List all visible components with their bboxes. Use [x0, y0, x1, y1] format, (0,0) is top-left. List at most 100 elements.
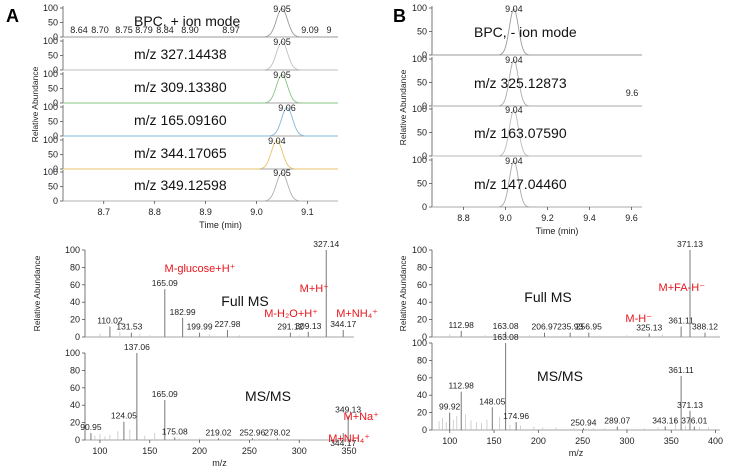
ms-y-tick-label: 0 — [422, 425, 427, 435]
chrom-x-tick-label: 8.7 — [97, 207, 110, 217]
ms-y-tick-label: 100 — [65, 245, 80, 255]
ms-ion-annotation: M+H⁺ — [300, 283, 330, 295]
chrom-trace-label: m/z 165.09160 — [134, 112, 227, 128]
chrom-y-tick-label: 0 — [53, 164, 58, 174]
ms-spectrum-name: Full MS — [221, 293, 268, 309]
ms-y-tick-label: 20 — [417, 408, 427, 418]
ms-ion-annotation: M+NH₄⁺ — [336, 308, 378, 320]
chrom-y-tick-label: 50 — [48, 150, 58, 160]
ms-y-tick-label: 60 — [417, 373, 427, 383]
ms-peak-label: 174.96 — [503, 411, 529, 421]
chrom-y-tick-label: 50 — [48, 84, 58, 94]
chrom-trace — [63, 8, 338, 38]
chrom-y-tick-label: 0 — [53, 131, 58, 141]
chrom-apex-label: 9.05 — [273, 168, 291, 178]
chrom-apex-label: 9.04 — [505, 156, 523, 166]
chrom-apex-label: 9.05 — [273, 4, 291, 14]
ms-peak-label: 137.06 — [124, 342, 150, 352]
chrom-y-tick-label: 100 — [43, 135, 58, 145]
chrom-y-tick-label: 0 — [422, 101, 427, 111]
panel-label-a: A — [6, 6, 19, 26]
ms-peak-label: 165.09 — [152, 389, 178, 399]
ms-y-tick-label: 40 — [417, 297, 427, 307]
chrom-trace-label: m/z 327.14438 — [134, 46, 227, 62]
chrom-y-tick-label: 0 — [422, 151, 427, 161]
ms-peak-label: 163.08 — [493, 332, 519, 342]
ms-x-tick-label: 100 — [442, 436, 457, 446]
chrom-y-tick-label: 100 — [43, 36, 58, 46]
chrom-trace-label: m/z 309.13380 — [134, 79, 227, 95]
chrom-y-tick-label: 50 — [48, 182, 58, 192]
ms-peak-label: 289.07 — [604, 416, 630, 426]
chrom-y-tick-label: 100 — [412, 155, 427, 165]
chrom-x-tick-label: 9.0 — [250, 207, 263, 217]
ms-x-tick-label: 150 — [142, 446, 157, 456]
ms-x-tick-label: 350 — [664, 436, 679, 446]
ms-peak-label: 163.08 — [493, 321, 519, 331]
chrom-y-tick-label: 0 — [53, 196, 58, 206]
ms-y-tick-label: 80 — [417, 262, 427, 272]
ms-ion-annotation: M+Na⁺ — [344, 411, 380, 423]
ms-y-tick-label: 0 — [422, 332, 427, 342]
chrom-minor-label: 8.79 — [135, 25, 153, 35]
chrom-minor-label: 8.90 — [181, 25, 199, 35]
ms-x-tick-label: 150 — [487, 436, 502, 446]
chrom-y-tick-label: 100 — [43, 102, 58, 112]
ms-peak-label: 344.17 — [330, 319, 356, 329]
ms-x-axis-label: m/z — [569, 448, 584, 458]
ms-spectrum-name: Full MS — [524, 289, 571, 305]
ms-y-tick-label: 60 — [70, 280, 80, 290]
ms-peak-label: 148.05 — [479, 396, 505, 406]
ms-x-axis-label: m/z — [212, 458, 227, 468]
ms-ion-annotation: M+FA-H⁻ — [659, 282, 706, 294]
ms-y-tick-label: 20 — [417, 315, 427, 325]
ms-y-tick-label: 60 — [70, 383, 80, 393]
ms-x-tick-label: 250 — [242, 446, 257, 456]
ms-y-tick-label: 0 — [75, 332, 80, 342]
ms-peak-label: 182.99 — [170, 307, 196, 317]
ms-y-tick-label: 80 — [70, 365, 80, 375]
chrom-minor-label: 8.64 — [70, 25, 88, 35]
ms-x-tick-label: 250 — [575, 436, 590, 446]
ms-peak-label: 376.01 — [681, 416, 707, 426]
chrom-y-tick-label: 0 — [53, 65, 58, 75]
ms-peak-label: 219.02 — [206, 427, 232, 437]
ms-peak-label: 250.94 — [570, 417, 596, 427]
ms-peak-label: 110.02 — [97, 316, 123, 326]
chrom-x-tick-label: 9.0 — [499, 213, 512, 223]
ms-peak-label: 252.96 — [239, 427, 265, 437]
chrom-trace — [432, 8, 642, 56]
ms-y-tick-label: 80 — [70, 262, 80, 272]
ms-y-tick-label: 40 — [70, 400, 80, 410]
chrom-trace — [63, 74, 338, 104]
ms-y-tick-label: 20 — [70, 418, 80, 428]
ms-peak-label: 112.98 — [449, 381, 475, 391]
chrom-x-tick-label: 8.8 — [148, 207, 161, 217]
ms-peak-label: 361.11 — [668, 316, 694, 326]
ms-ion-annotation: M-glucose+H⁺ — [165, 263, 236, 275]
ms-peak-label: 344.17 — [330, 438, 356, 448]
chrom-trace — [432, 109, 642, 157]
ms-y-axis-label: Relative Abundance — [398, 255, 408, 331]
ms-y-tick-label: 0 — [75, 435, 80, 445]
chrom-y-tick-label: 50 — [417, 179, 427, 189]
ms-ion-annotation: M+NH₄⁺ — [328, 433, 370, 445]
ms-peak-label: 327.14 — [313, 239, 339, 249]
ms-peak-label: 371.13 — [677, 239, 703, 249]
chrom-trace — [63, 140, 338, 170]
ms-x-tick-label: 200 — [531, 436, 546, 446]
chrom-y-axis-label: Relative Abundance — [398, 69, 408, 145]
chrom-trace-label: m/z 147.04460 — [474, 176, 567, 192]
ms-peak-label: 256.95 — [576, 322, 602, 332]
chrom-y-tick-label: 50 — [417, 78, 427, 88]
ms-x-tick-label: 300 — [619, 436, 634, 446]
chrom-apex-label: 9.04 — [505, 55, 523, 65]
chrom-x-tick-label: 8.8 — [457, 213, 470, 223]
chrom-y-tick-label: 100 — [412, 3, 427, 13]
chrom-apex-label: 9.04 — [505, 4, 523, 14]
chrom-y-tick-label: 50 — [48, 117, 58, 127]
chrom-trace-label: m/z 344.17065 — [134, 145, 227, 161]
chrom-trace-label: BPC, - ion mode — [474, 24, 577, 40]
chrom-apex-label: 9.06 — [278, 103, 296, 113]
chrom-minor-label: 8.75 — [115, 25, 133, 35]
